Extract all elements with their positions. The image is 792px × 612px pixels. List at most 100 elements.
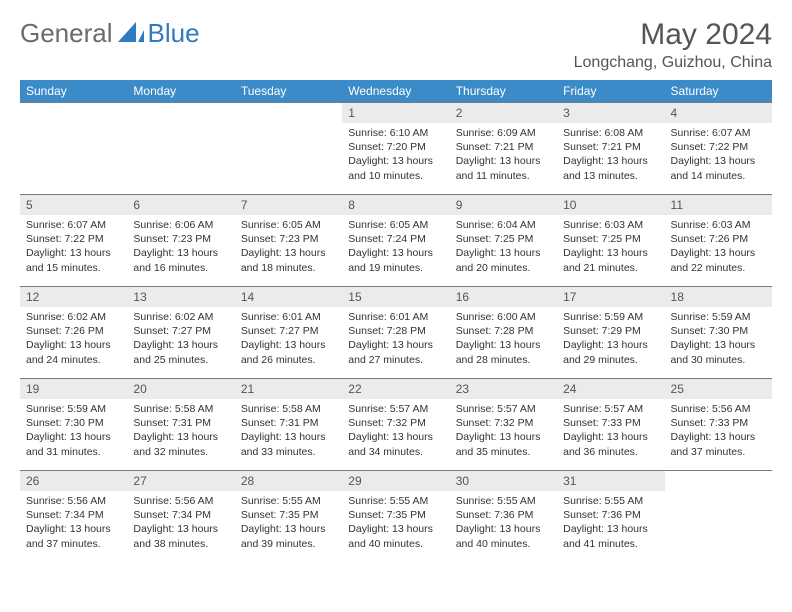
day-details: Sunrise: 5:57 AMSunset: 7:32 PMDaylight:… xyxy=(342,399,449,462)
daylight-text: Daylight: 13 hours and 20 minutes. xyxy=(456,246,551,274)
day-number: 2 xyxy=(450,103,557,123)
calendar-cell: 10Sunrise: 6:03 AMSunset: 7:25 PMDayligh… xyxy=(557,195,664,287)
day-details: Sunrise: 6:09 AMSunset: 7:21 PMDaylight:… xyxy=(450,123,557,186)
sunset-text: Sunset: 7:28 PM xyxy=(348,324,443,338)
sunrise-text: Sunrise: 5:56 AM xyxy=(671,402,766,416)
day-number: 5 xyxy=(20,195,127,215)
sunrise-text: Sunrise: 5:59 AM xyxy=(671,310,766,324)
sunrise-text: Sunrise: 6:05 AM xyxy=(241,218,336,232)
sunset-text: Sunset: 7:23 PM xyxy=(241,232,336,246)
day-number: 17 xyxy=(557,287,664,307)
calendar-cell: . xyxy=(127,103,234,195)
day-number: 30 xyxy=(450,471,557,491)
day-number: 18 xyxy=(665,287,772,307)
calendar-cell: 7Sunrise: 6:05 AMSunset: 7:23 PMDaylight… xyxy=(235,195,342,287)
sunset-text: Sunset: 7:27 PM xyxy=(241,324,336,338)
day-details: Sunrise: 6:07 AMSunset: 7:22 PMDaylight:… xyxy=(665,123,772,186)
daylight-text: Daylight: 13 hours and 22 minutes. xyxy=(671,246,766,274)
location-label: Longchang, Guizhou, China xyxy=(574,54,772,72)
sunset-text: Sunset: 7:27 PM xyxy=(133,324,228,338)
calendar-cell: 1Sunrise: 6:10 AMSunset: 7:20 PMDaylight… xyxy=(342,103,449,195)
day-details: Sunrise: 5:59 AMSunset: 7:30 PMDaylight:… xyxy=(20,399,127,462)
sunset-text: Sunset: 7:25 PM xyxy=(563,232,658,246)
daylight-text: Daylight: 13 hours and 21 minutes. xyxy=(563,246,658,274)
sunrise-text: Sunrise: 5:57 AM xyxy=(348,402,443,416)
daylight-text: Daylight: 13 hours and 19 minutes. xyxy=(348,246,443,274)
day-details: Sunrise: 6:10 AMSunset: 7:20 PMDaylight:… xyxy=(342,123,449,186)
sunrise-text: Sunrise: 5:55 AM xyxy=(456,494,551,508)
brand-logo: General Blue xyxy=(20,18,200,49)
day-details: Sunrise: 6:01 AMSunset: 7:28 PMDaylight:… xyxy=(342,307,449,370)
sunset-text: Sunset: 7:30 PM xyxy=(26,416,121,430)
daylight-text: Daylight: 13 hours and 30 minutes. xyxy=(671,338,766,366)
sunset-text: Sunset: 7:30 PM xyxy=(671,324,766,338)
sunset-text: Sunset: 7:23 PM xyxy=(133,232,228,246)
sunrise-text: Sunrise: 6:01 AM xyxy=(348,310,443,324)
calendar-cell: 26Sunrise: 5:56 AMSunset: 7:34 PMDayligh… xyxy=(20,471,127,563)
sunset-text: Sunset: 7:35 PM xyxy=(348,508,443,522)
sunset-text: Sunset: 7:24 PM xyxy=(348,232,443,246)
daylight-text: Daylight: 13 hours and 26 minutes. xyxy=(241,338,336,366)
day-details: Sunrise: 5:55 AMSunset: 7:36 PMDaylight:… xyxy=(557,491,664,554)
day-details: Sunrise: 5:55 AMSunset: 7:36 PMDaylight:… xyxy=(450,491,557,554)
day-number: 10 xyxy=(557,195,664,215)
day-number: 19 xyxy=(20,379,127,399)
day-details: Sunrise: 5:59 AMSunset: 7:30 PMDaylight:… xyxy=(665,307,772,370)
day-number: 25 xyxy=(665,379,772,399)
sunrise-text: Sunrise: 6:00 AM xyxy=(456,310,551,324)
day-details: Sunrise: 6:01 AMSunset: 7:27 PMDaylight:… xyxy=(235,307,342,370)
sunrise-text: Sunrise: 6:03 AM xyxy=(671,218,766,232)
daylight-text: Daylight: 13 hours and 41 minutes. xyxy=(563,522,658,550)
daylight-text: Daylight: 13 hours and 34 minutes. xyxy=(348,430,443,458)
day-number: 15 xyxy=(342,287,449,307)
calendar-cell: 3Sunrise: 6:08 AMSunset: 7:21 PMDaylight… xyxy=(557,103,664,195)
day-number: 3 xyxy=(557,103,664,123)
calendar-cell: . xyxy=(20,103,127,195)
calendar-cell: 5Sunrise: 6:07 AMSunset: 7:22 PMDaylight… xyxy=(20,195,127,287)
day-number: 22 xyxy=(342,379,449,399)
day-number: 9 xyxy=(450,195,557,215)
sunset-text: Sunset: 7:35 PM xyxy=(241,508,336,522)
sunset-text: Sunset: 7:29 PM xyxy=(563,324,658,338)
calendar-cell: 21Sunrise: 5:58 AMSunset: 7:31 PMDayligh… xyxy=(235,379,342,471)
daylight-text: Daylight: 13 hours and 15 minutes. xyxy=(26,246,121,274)
daylight-text: Daylight: 13 hours and 14 minutes. xyxy=(671,154,766,182)
day-details: Sunrise: 6:08 AMSunset: 7:21 PMDaylight:… xyxy=(557,123,664,186)
day-details: Sunrise: 5:55 AMSunset: 7:35 PMDaylight:… xyxy=(342,491,449,554)
logo-sail-icon xyxy=(118,20,144,47)
day-number: 20 xyxy=(127,379,234,399)
calendar-body: ...1Sunrise: 6:10 AMSunset: 7:20 PMDayli… xyxy=(20,103,772,563)
calendar-week: ...1Sunrise: 6:10 AMSunset: 7:20 PMDayli… xyxy=(20,103,772,195)
calendar-cell: 16Sunrise: 6:00 AMSunset: 7:28 PMDayligh… xyxy=(450,287,557,379)
day-details: Sunrise: 6:05 AMSunset: 7:24 PMDaylight:… xyxy=(342,215,449,278)
sunset-text: Sunset: 7:34 PM xyxy=(133,508,228,522)
calendar-cell: 27Sunrise: 5:56 AMSunset: 7:34 PMDayligh… xyxy=(127,471,234,563)
daylight-text: Daylight: 13 hours and 31 minutes. xyxy=(26,430,121,458)
sunset-text: Sunset: 7:32 PM xyxy=(456,416,551,430)
day-details: Sunrise: 5:59 AMSunset: 7:29 PMDaylight:… xyxy=(557,307,664,370)
day-number: 26 xyxy=(20,471,127,491)
sunset-text: Sunset: 7:20 PM xyxy=(348,140,443,154)
sunrise-text: Sunrise: 6:09 AM xyxy=(456,126,551,140)
daylight-text: Daylight: 13 hours and 10 minutes. xyxy=(348,154,443,182)
day-number: 29 xyxy=(342,471,449,491)
daylight-text: Daylight: 13 hours and 37 minutes. xyxy=(26,522,121,550)
sunset-text: Sunset: 7:21 PM xyxy=(563,140,658,154)
daylight-text: Daylight: 13 hours and 13 minutes. xyxy=(563,154,658,182)
calendar-cell: 2Sunrise: 6:09 AMSunset: 7:21 PMDaylight… xyxy=(450,103,557,195)
page-header: General Blue May 2024 Longchang, Guizhou… xyxy=(20,18,772,72)
daylight-text: Daylight: 13 hours and 33 minutes. xyxy=(241,430,336,458)
sunset-text: Sunset: 7:31 PM xyxy=(133,416,228,430)
daylight-text: Daylight: 13 hours and 37 minutes. xyxy=(671,430,766,458)
sunrise-text: Sunrise: 5:59 AM xyxy=(563,310,658,324)
sunset-text: Sunset: 7:32 PM xyxy=(348,416,443,430)
sunrise-text: Sunrise: 5:56 AM xyxy=(26,494,121,508)
daylight-text: Daylight: 13 hours and 32 minutes. xyxy=(133,430,228,458)
day-number: 28 xyxy=(235,471,342,491)
day-header: Tuesday xyxy=(235,80,342,103)
day-details: Sunrise: 5:57 AMSunset: 7:32 PMDaylight:… xyxy=(450,399,557,462)
daylight-text: Daylight: 13 hours and 18 minutes. xyxy=(241,246,336,274)
daylight-text: Daylight: 13 hours and 24 minutes. xyxy=(26,338,121,366)
calendar-cell: . xyxy=(235,103,342,195)
calendar-week: 5Sunrise: 6:07 AMSunset: 7:22 PMDaylight… xyxy=(20,195,772,287)
